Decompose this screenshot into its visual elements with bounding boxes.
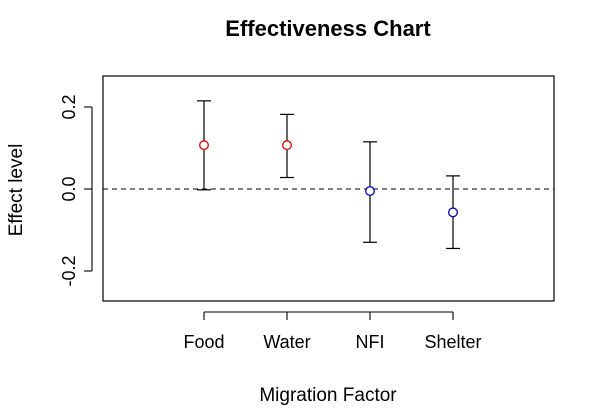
y-axis-label: Effect level <box>6 144 27 237</box>
x-tick-label: Water <box>263 332 310 352</box>
data-marks <box>197 100 460 250</box>
x-axis: Food Water NFI Shelter <box>183 311 482 352</box>
x-axis-label: Migration Factor <box>259 385 397 406</box>
data-point <box>282 140 292 151</box>
x-tick-label: NFI <box>356 332 385 352</box>
x-tick-label: Shelter <box>424 332 481 352</box>
y-axis: -0.2 0.0 0.2 <box>59 94 93 287</box>
y-tick-label: 0.2 <box>59 94 79 119</box>
data-point <box>365 186 375 197</box>
data-point <box>199 140 209 151</box>
chart-title: Effectiveness Chart <box>225 16 431 41</box>
data-point <box>448 207 458 218</box>
y-tick-label: -0.2 <box>59 255 79 286</box>
x-tick-label: Food <box>183 332 224 352</box>
y-tick-label: 0.0 <box>59 176 79 201</box>
